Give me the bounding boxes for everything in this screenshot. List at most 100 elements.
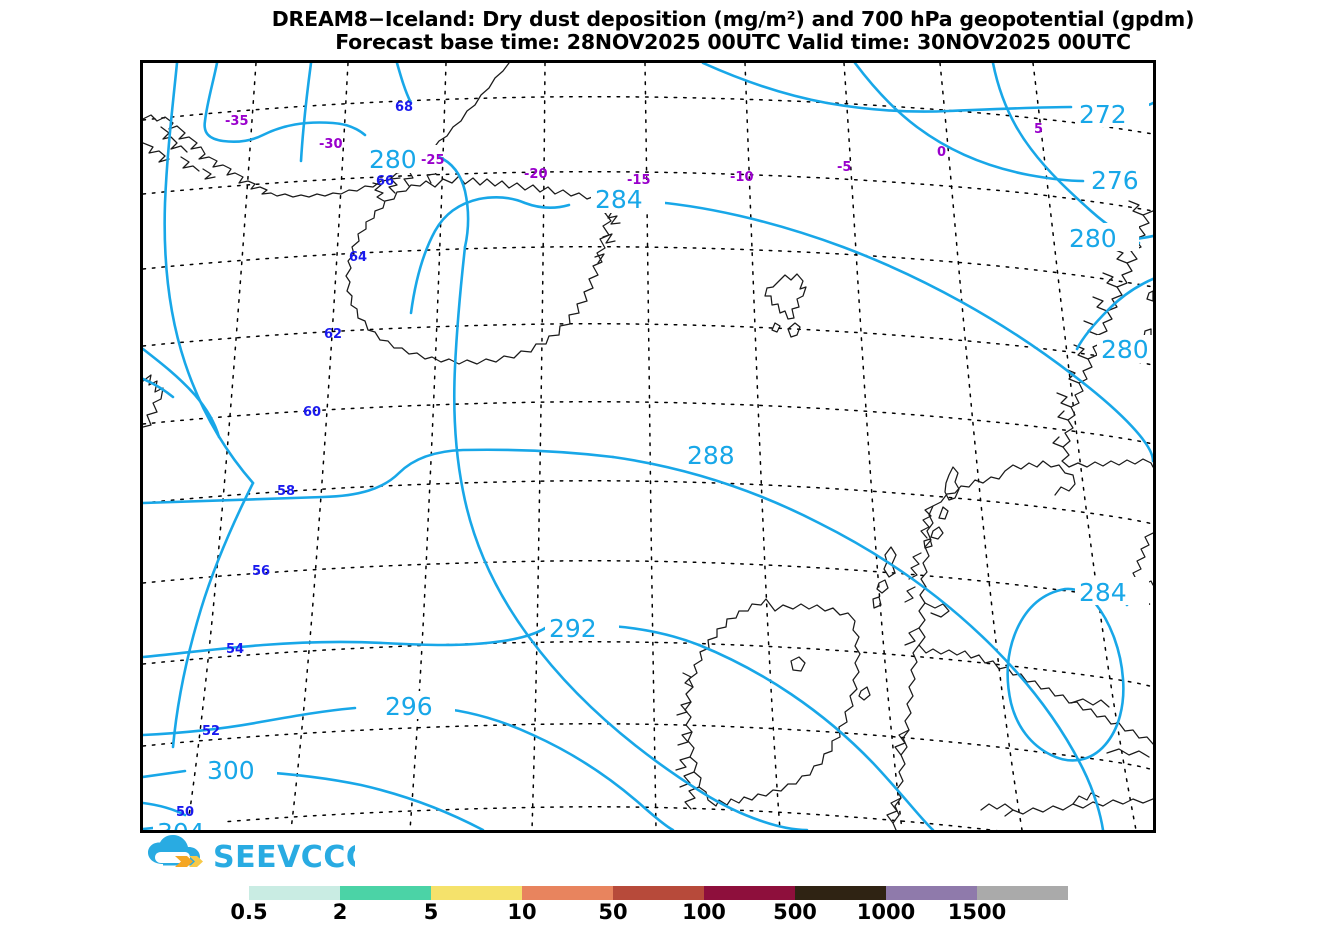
contour-296 xyxy=(143,706,357,737)
lon-label-m30: -30 xyxy=(319,137,343,152)
lon-label-m10: -10 xyxy=(730,170,754,185)
coastline-continental-europe xyxy=(1004,798,1153,817)
contour-292 xyxy=(143,625,549,659)
contour-288 xyxy=(143,448,615,505)
coastline-shetland xyxy=(944,466,960,501)
coastline-outer-hebrides xyxy=(883,546,897,578)
contour-300-right xyxy=(243,769,485,830)
colorbar-segment-3 xyxy=(522,886,613,900)
contour-label-284-iceland: 284 xyxy=(595,185,643,214)
lat-label-66: 66 xyxy=(376,174,394,189)
map-canvas: 280 284 272 276 280 280 288 284 xyxy=(143,63,1153,830)
contour-left-f xyxy=(395,63,413,105)
lat-label-68: 68 xyxy=(395,100,413,115)
lon-label-m15: -15 xyxy=(627,173,651,188)
coastline-orkney xyxy=(930,526,944,540)
contour-296-right xyxy=(423,705,675,830)
lon-label-5: 5 xyxy=(1034,122,1043,137)
coastline-iceland xyxy=(345,166,621,365)
colorbar-label-5: 100 xyxy=(682,900,726,924)
lat-label-56: 56 xyxy=(252,564,270,579)
colorbar-label-6: 500 xyxy=(773,900,817,924)
chart-title-line-1: DREAM8−Iceland: Dry dust deposition (mg/… xyxy=(271,7,1195,31)
contour-label-304: 304 xyxy=(157,818,205,830)
contour-label-300: 300 xyxy=(207,756,255,785)
contour-label-280-norway: 280 xyxy=(1101,335,1149,364)
seevccc-logo-text: SEEVCCC xyxy=(213,840,355,875)
chart-title-line-2: Forecast base time: 28NOV2025 00UTC Vali… xyxy=(335,29,1131,54)
contour-292-se xyxy=(697,643,935,830)
contour-label-296: 296 xyxy=(385,692,433,721)
contour-276 xyxy=(853,63,1085,183)
colorbar-label-3: 10 xyxy=(507,900,537,924)
coastline-ireland xyxy=(684,598,861,807)
coastline-great-britain xyxy=(918,460,1153,745)
contour-label-276: 276 xyxy=(1091,166,1139,195)
lon-label-m25: -25 xyxy=(421,153,445,168)
latitude-labels: 68 66 64 62 60 58 56 54 52 50 xyxy=(176,100,413,820)
colorbar-label-4: 50 xyxy=(598,900,628,924)
coastline-greenland-south xyxy=(143,374,164,428)
contour-label-288: 288 xyxy=(687,441,735,470)
contour-left-b xyxy=(171,481,255,749)
contour-280-norway xyxy=(1075,277,1153,351)
longitude-labels: -35 -30 -25 -20 -15 -10 -5 0 5 xyxy=(225,114,1043,188)
colorbar-segment-7 xyxy=(886,886,977,900)
contour-288-east xyxy=(611,455,1105,830)
colorbar-label-7: 1000 xyxy=(856,900,916,924)
colorbar xyxy=(249,886,1157,900)
contour-label-284-cell: 284 xyxy=(1079,578,1127,607)
contour-left-c xyxy=(143,347,221,439)
lon-label-0: 0 xyxy=(937,145,946,160)
contour-value-labels: 280 284 272 276 280 280 288 284 xyxy=(153,99,1153,830)
colorbar-segment-8 xyxy=(977,886,1068,900)
arrow-icon xyxy=(175,856,203,867)
coastline-faroe-islands xyxy=(764,273,807,338)
lat-label-58: 58 xyxy=(277,484,295,499)
coastline-greenland xyxy=(143,63,510,198)
contour-284-cell xyxy=(1006,587,1125,762)
map-clip: 280 284 272 276 280 280 288 284 xyxy=(143,63,1153,830)
contour-left-e xyxy=(299,63,313,163)
graticule-parallels xyxy=(143,95,1153,830)
contour-label-280-right: 280 xyxy=(1069,224,1117,253)
colorbar-segment-1 xyxy=(340,886,431,900)
lat-label-60: 60 xyxy=(303,405,321,420)
contour-272 xyxy=(701,63,1073,113)
contour-label-280-a: 280 xyxy=(369,145,417,174)
lat-label-62: 62 xyxy=(324,327,342,342)
colorbar-segment-2 xyxy=(431,886,522,900)
lon-label-m20: -20 xyxy=(524,167,548,182)
colorbar-segment-5 xyxy=(704,886,795,900)
colorbar-segment-4 xyxy=(613,886,704,900)
contour-284-long xyxy=(452,245,809,830)
coastline-norway xyxy=(1061,210,1153,468)
colorbar-label-2: 5 xyxy=(423,900,439,924)
lat-label-54: 54 xyxy=(226,642,244,657)
lon-label-m5: -5 xyxy=(837,160,851,175)
lat-label-64: 64 xyxy=(349,250,367,265)
colorbar-label-8: 1500 xyxy=(947,900,1007,924)
contour-284-east xyxy=(641,199,1153,463)
map-frame: 280 284 272 276 280 280 288 284 xyxy=(140,60,1156,833)
graticule-meridians xyxy=(186,63,1137,830)
contour-280-nw xyxy=(203,63,367,144)
lat-label-50: 50 xyxy=(176,805,194,820)
contour-left-a xyxy=(163,63,255,485)
chart-title-block: DREAM8−Iceland: Dry dust deposition (mg/… xyxy=(148,8,1318,54)
contour-284-iceland xyxy=(409,196,571,315)
colorbar-segment-6 xyxy=(795,886,886,900)
colorbar-label-1: 2 xyxy=(332,900,348,924)
contour-280-right xyxy=(991,63,1141,245)
contour-left-d xyxy=(143,377,175,399)
colorbar-label-0: 0.5 xyxy=(230,900,268,924)
lon-label-m35: -35 xyxy=(225,114,249,129)
contour-label-292: 292 xyxy=(549,614,597,643)
contour-304-b xyxy=(143,801,187,817)
colorbar-segment-0 xyxy=(249,886,340,900)
seevccc-logo: SEEVCCC xyxy=(145,834,355,876)
contour-label-272: 272 xyxy=(1079,100,1127,129)
lat-label-52: 52 xyxy=(202,724,220,739)
colorbar-labels: 0.5 2 5 10 50 100 500 1000 1500 xyxy=(140,900,1240,925)
